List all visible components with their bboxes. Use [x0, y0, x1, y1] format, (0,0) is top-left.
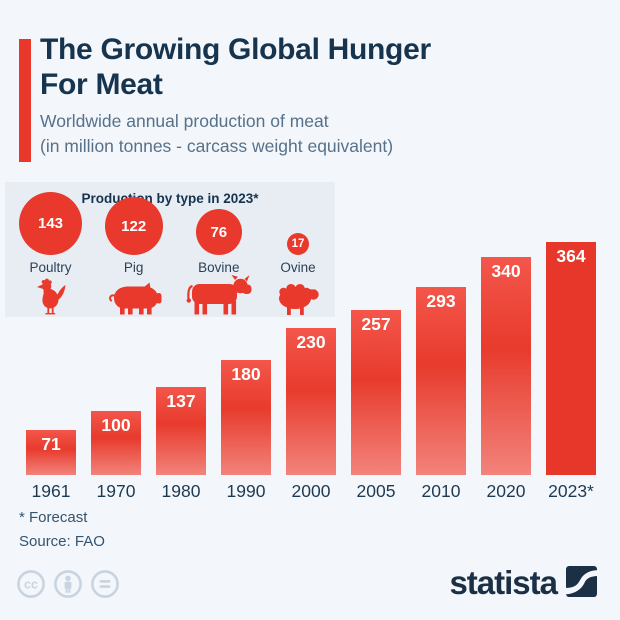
bar-value-label: 180	[231, 364, 261, 384]
title-line-1: The Growing Global Hunger	[40, 33, 431, 66]
subtitle-line-2: (in million tonnes - carcass weight equi…	[40, 136, 394, 157]
production-by-type-panel: Production by type in 2023* 143 Poultry 12…	[5, 182, 335, 317]
bar-value-label: 71	[41, 434, 61, 454]
source-note: Source: FAO	[19, 533, 105, 550]
x-tick-label: 2020	[486, 481, 526, 501]
bar-column-2010: 293 2010	[416, 287, 466, 502]
bar-2000: 230	[286, 328, 336, 475]
bar-value-label: 100	[101, 415, 131, 435]
bar-value-label: 340	[491, 261, 521, 281]
bar-value-label: 230	[296, 332, 326, 352]
type-circle-value: 122	[121, 217, 147, 235]
type-group-bovine: 76 Bovine	[185, 209, 252, 315]
type-label-poultry: Poultry	[29, 260, 72, 275]
type-circle-ovine: 17	[286, 233, 309, 255]
title-line-2: For Meat	[40, 68, 163, 102]
bar-chart: 71 1961 100 1970 137 1980 180 1990 230 2000 257 200…	[26, 240, 596, 502]
x-tick-label: 2005	[356, 481, 396, 501]
bar-column-2020: 340 2020	[481, 257, 531, 502]
type-circle-value: 143	[37, 215, 64, 232]
statista-wordmark: statista	[449, 564, 558, 601]
bar-1980: 137	[156, 387, 206, 475]
footnotes: * Forecast Source: FAO	[19, 506, 105, 554]
bar-column-2005: 257 2005	[351, 310, 401, 502]
cc-nd-equals-icon[interactable]	[90, 569, 120, 599]
statista-logo-icon	[566, 566, 597, 602]
type-group-ovine: 17 Ovine	[275, 233, 321, 315]
type-label-bovine: Bovine	[198, 260, 240, 275]
type-circle-poultry: 143	[19, 192, 82, 255]
x-tick-label: 1970	[96, 481, 136, 501]
x-tick-label: 1961	[31, 481, 71, 501]
type-circle-value: 76	[210, 223, 228, 241]
license-icons: cc	[16, 569, 120, 599]
type-circle-value: 17	[291, 238, 305, 250]
sheep-icon	[275, 277, 321, 315]
type-group-poultry: 143 Poultry	[19, 192, 82, 315]
bar-2005: 257	[351, 310, 401, 475]
type-circles-row: 143 Poultry 122 Pig 76 Bovine 17 Ovine	[5, 192, 335, 315]
x-tick-label: 2000	[291, 481, 331, 501]
forecast-footnote: * Forecast	[19, 509, 88, 526]
x-tick-label: 1980	[161, 481, 201, 501]
bar-value-label: 257	[361, 314, 391, 334]
bar-1961: 71	[26, 430, 76, 475]
subtitle-line-1: Worldwide annual production of meat	[40, 111, 329, 131]
bar-value-label: 364	[556, 246, 586, 266]
x-tick-label: 2010	[421, 481, 461, 501]
type-circle-pig: 122	[104, 197, 163, 255]
bar-column-2000: 230 2000	[286, 328, 336, 502]
chicken-icon	[36, 277, 66, 315]
bar-2010: 293	[416, 287, 466, 475]
page-title: The Growing Global Hunger For Meat	[40, 32, 580, 102]
statista-logo[interactable]: statista	[449, 566, 597, 602]
pig-icon	[106, 277, 162, 315]
bar-column-2023: 364 2023*	[546, 242, 596, 502]
type-group-pig: 122 Pig	[104, 197, 163, 315]
bar-1970: 100	[91, 411, 141, 475]
svg-text:cc: cc	[24, 578, 38, 592]
bar-column-1980: 137 1980	[156, 387, 206, 502]
type-circle-bovine: 76	[195, 209, 242, 255]
bar-column-1990: 180 1990	[221, 360, 271, 502]
forecast-bar-2023: 364	[546, 242, 596, 475]
title-accent-bar	[19, 39, 31, 162]
type-label-pig: Pig	[123, 260, 144, 275]
bar-column-1970: 100 1970	[91, 411, 141, 502]
bar-value-label: 137	[166, 391, 196, 411]
bar-2020: 340	[481, 257, 531, 475]
x-tick-label: 2023*	[548, 481, 594, 501]
x-tick-label: 1990	[226, 481, 266, 501]
bar-value-label: 293	[426, 291, 456, 311]
bar-1990: 180	[221, 360, 271, 475]
cc-license-icon[interactable]: cc	[16, 569, 46, 599]
cow-icon	[185, 275, 252, 315]
bar-column-1961: 71 1961	[26, 430, 76, 502]
type-label-ovine: Ovine	[280, 260, 316, 275]
cc-attribution-person-icon[interactable]	[53, 569, 83, 599]
page-subtitle: Worldwide annual production of meat (in m…	[40, 109, 580, 159]
